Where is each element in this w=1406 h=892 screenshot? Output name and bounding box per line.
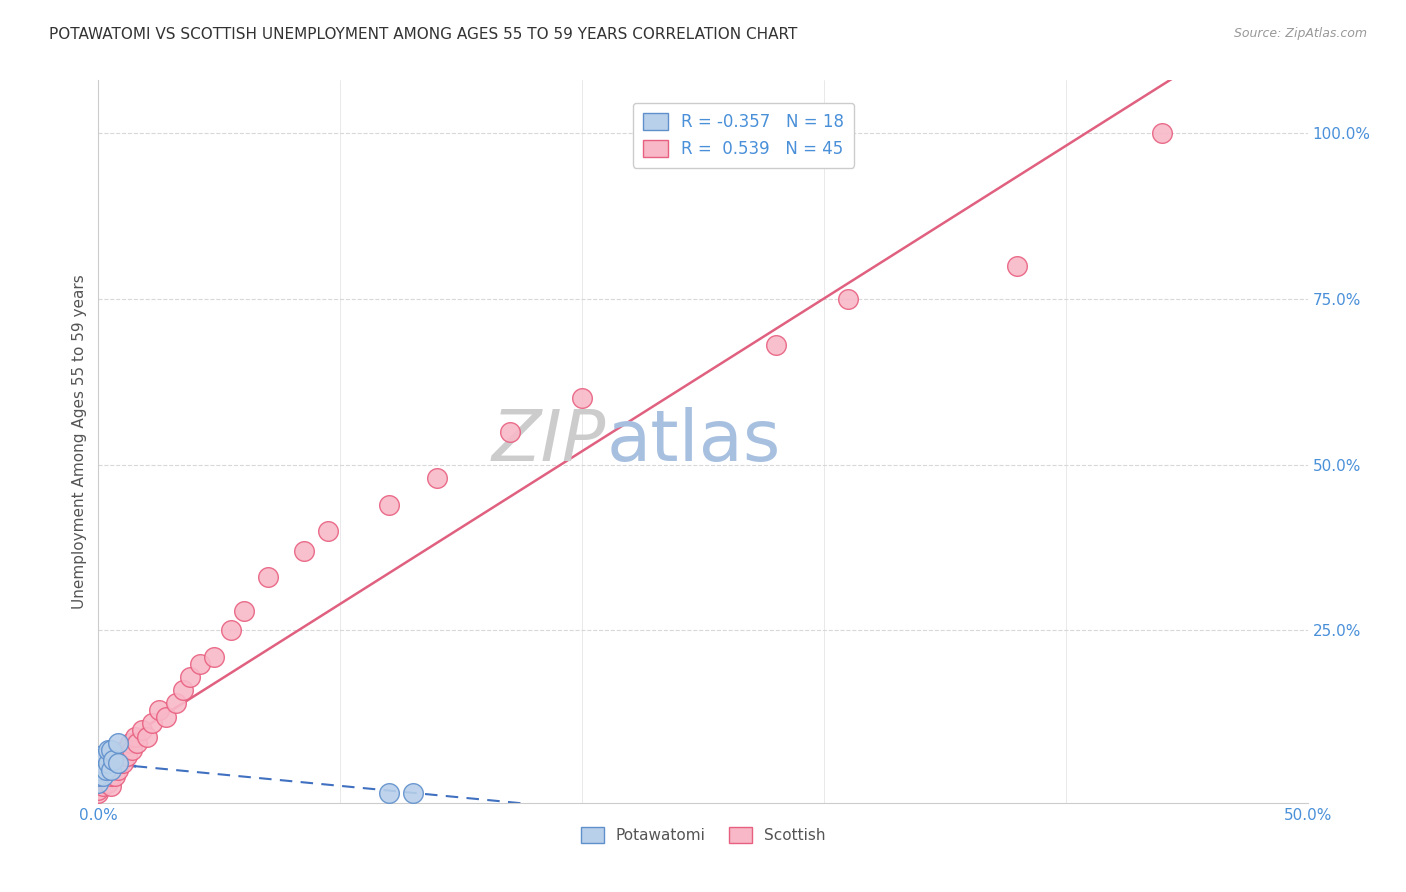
Text: POTAWATOMI VS SCOTTISH UNEMPLOYMENT AMONG AGES 55 TO 59 YEARS CORRELATION CHART: POTAWATOMI VS SCOTTISH UNEMPLOYMENT AMON…: [49, 27, 797, 42]
Point: [87, 782, 110, 797]
Point: [101, 753, 124, 767]
Point: [127, 736, 149, 750]
Point: [101, 763, 124, 777]
Point: [188, 657, 211, 671]
Point: [179, 670, 201, 684]
Point: [87, 786, 110, 800]
Point: [111, 756, 134, 770]
Point: [256, 570, 278, 584]
Point: [114, 743, 136, 757]
Point: [221, 624, 243, 638]
Point: [155, 709, 177, 723]
Point: [108, 749, 131, 764]
Text: atlas: atlas: [606, 407, 780, 476]
Point: [91, 769, 114, 783]
Point: [100, 743, 122, 757]
Point: [87, 749, 110, 764]
Point: [121, 743, 143, 757]
Point: [107, 756, 129, 770]
Point: [498, 425, 520, 439]
Legend: Potawatomi, Scottish: Potawatomi, Scottish: [575, 822, 831, 849]
Point: [107, 736, 129, 750]
Point: [87, 763, 110, 777]
Point: [148, 703, 170, 717]
Point: [316, 524, 339, 538]
Text: ZIP: ZIP: [492, 407, 606, 476]
Point: [100, 763, 122, 777]
Point: [87, 776, 110, 790]
Point: [94, 769, 117, 783]
Point: [131, 723, 153, 737]
Point: [91, 756, 114, 770]
Point: [571, 392, 593, 406]
Point: [377, 498, 399, 512]
Point: [91, 779, 114, 793]
Point: [118, 736, 141, 750]
Point: [104, 769, 127, 783]
Point: [108, 756, 131, 770]
Point: [292, 544, 315, 558]
Point: [107, 763, 129, 777]
Point: [204, 650, 226, 665]
Point: [117, 749, 139, 764]
Point: [100, 779, 122, 793]
Point: [97, 776, 120, 790]
Point: [97, 756, 120, 770]
Point: [94, 763, 117, 777]
Point: [837, 292, 859, 306]
Point: [94, 776, 117, 790]
Point: [1007, 259, 1029, 273]
Point: [87, 776, 110, 790]
Point: [97, 743, 120, 757]
Point: [141, 716, 163, 731]
Point: [377, 786, 399, 800]
Point: [402, 786, 425, 800]
Point: [426, 471, 449, 485]
Text: Source: ZipAtlas.com: Source: ZipAtlas.com: [1233, 27, 1367, 40]
Point: [1152, 126, 1174, 140]
Point: [94, 749, 117, 764]
Point: [87, 769, 110, 783]
Point: [104, 756, 127, 770]
Point: [232, 603, 254, 617]
Point: [100, 769, 122, 783]
Point: [135, 730, 157, 744]
Point: [165, 697, 187, 711]
Point: [765, 338, 787, 352]
Point: [87, 756, 110, 770]
Y-axis label: Unemployment Among Ages 55 to 59 years: Unemployment Among Ages 55 to 59 years: [72, 274, 87, 609]
Point: [172, 683, 194, 698]
Point: [124, 730, 146, 744]
